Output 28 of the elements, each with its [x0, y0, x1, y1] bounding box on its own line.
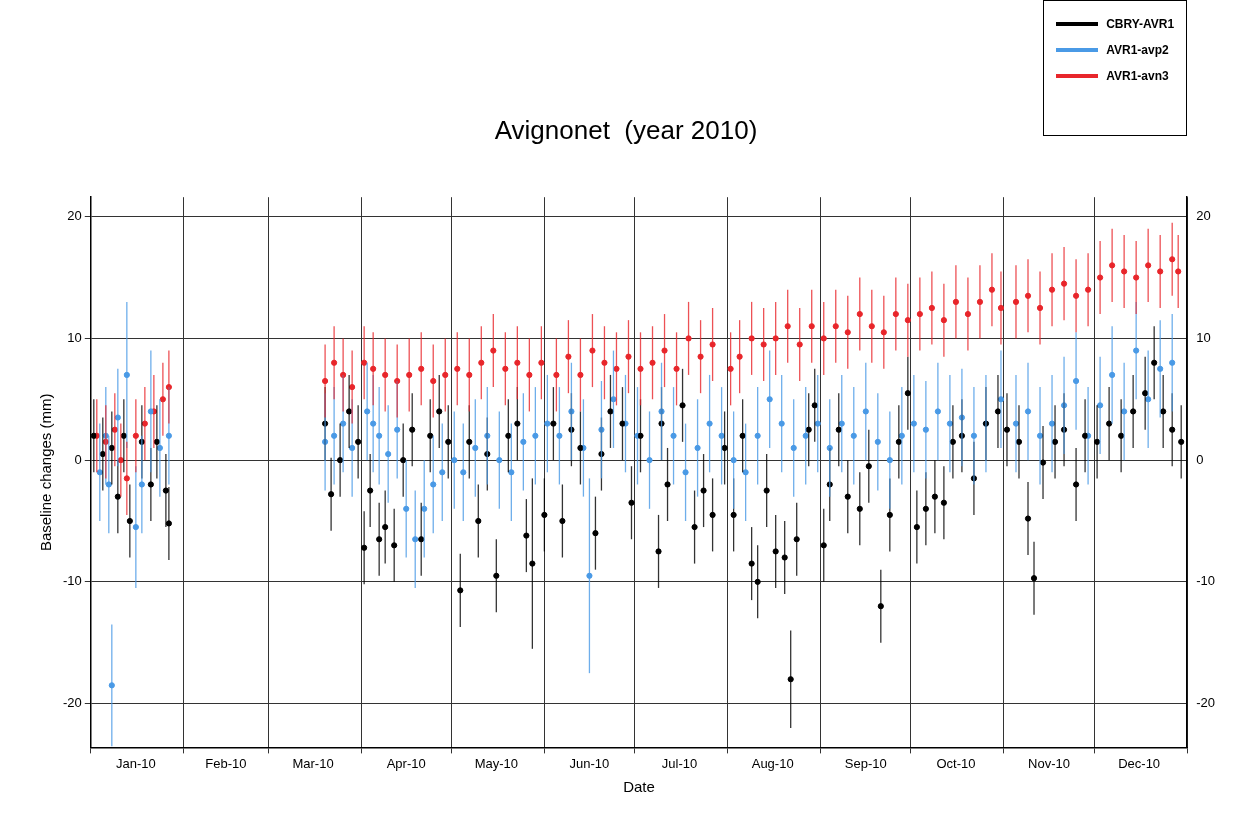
y2-tick-label: 0	[1196, 451, 1204, 467]
y-tick-label: -10	[62, 573, 82, 589]
y-tick-label: 20	[67, 208, 82, 224]
chart-title: Avignonet (year 2010)	[494, 114, 758, 145]
y-axis-title: Baseline changes (mm)	[37, 393, 55, 552]
y2-tick-label: 10	[1196, 329, 1211, 345]
x-tick-label: Nov-10	[1028, 755, 1070, 771]
x-tick-label: Aug-10	[751, 755, 794, 771]
x-tick-label: May-10	[474, 755, 518, 771]
x-tick-label: Dec-10	[1118, 755, 1161, 771]
legend-label: AVR1-avp2	[1106, 43, 1169, 57]
y2-tick-label: 20	[1196, 208, 1211, 224]
x-tick-label: Oct-10	[936, 755, 976, 771]
x-axis-title: Date	[623, 778, 655, 796]
x-tick-label: Jul-10	[661, 755, 698, 771]
x-tick-label: Jan-10	[115, 755, 156, 771]
legend-label: AVR1-avn3	[1106, 69, 1169, 83]
y-tick-label: 0	[74, 451, 82, 467]
x-tick-label: Feb-10	[205, 755, 247, 771]
y-tick-label: 10	[67, 329, 82, 345]
x-tick-label: Apr-10	[386, 755, 426, 771]
y-tick-label: -20	[62, 695, 82, 711]
x-tick-label: Sep-10	[844, 755, 887, 771]
x-tick-label: Mar-10	[292, 755, 334, 771]
y2-tick-label: -20	[1196, 695, 1216, 711]
y2-tick-label: -10	[1196, 573, 1216, 589]
x-tick-label: Jun-10	[569, 755, 610, 771]
legend-label: CBRY-AVR1	[1106, 17, 1175, 31]
